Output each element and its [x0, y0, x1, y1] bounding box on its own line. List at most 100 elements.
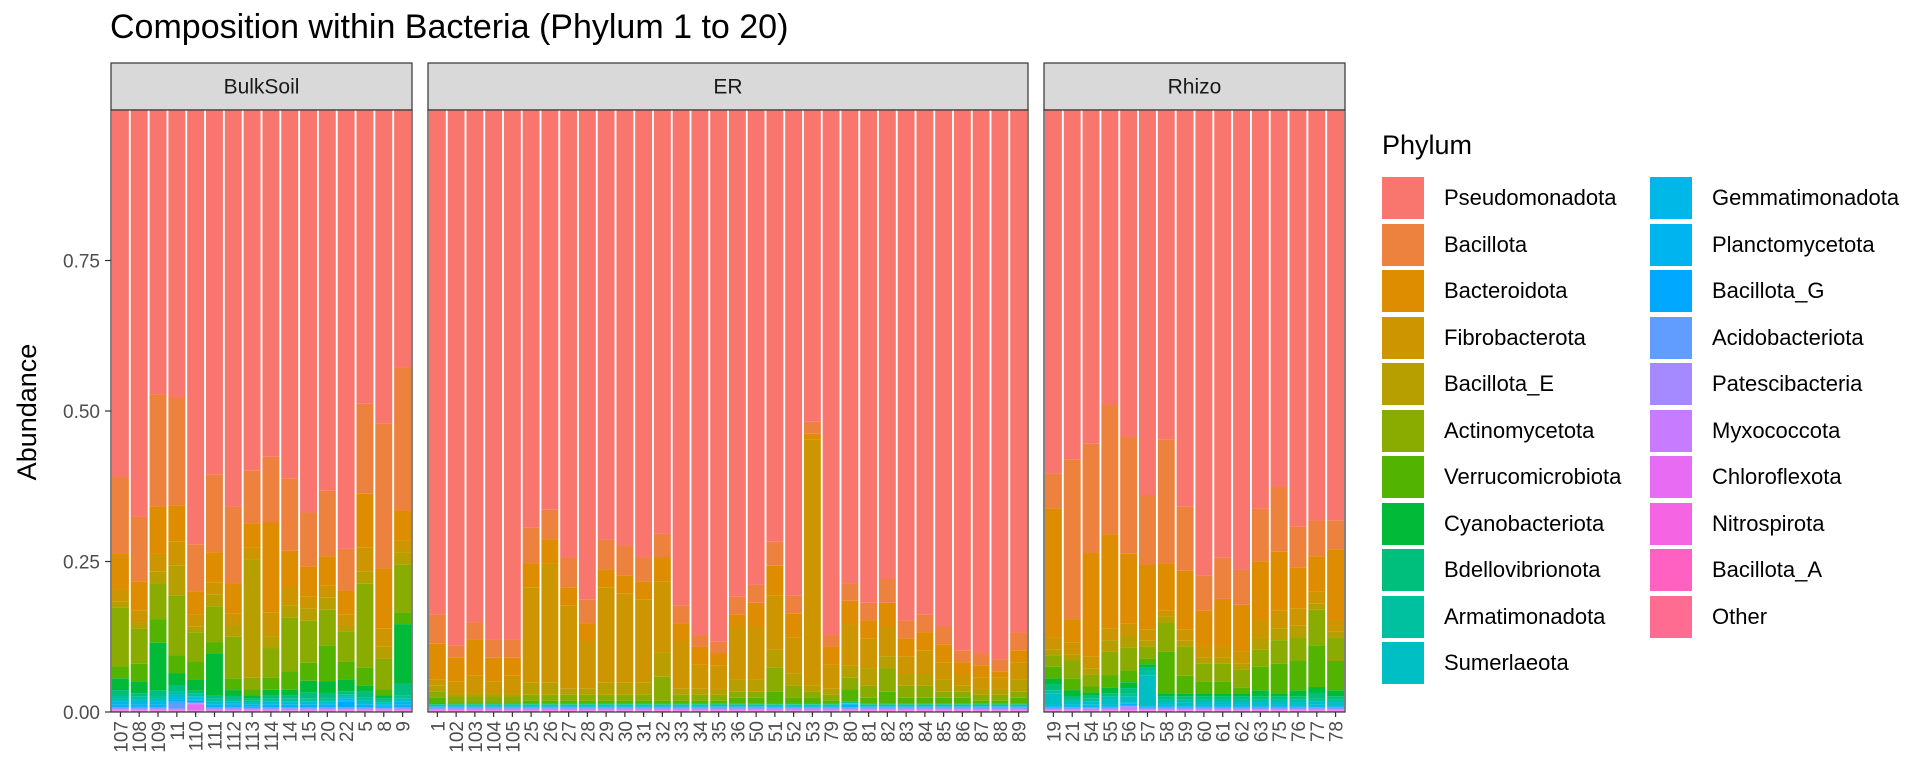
bar-segment-bacillota — [1327, 520, 1345, 550]
bar-segment-cyanobacteriota — [1308, 687, 1326, 693]
bar-segment-sumerlaeota — [766, 705, 784, 706]
bar-segment-myxococcota — [187, 703, 205, 705]
bar-segment-bacteroidota — [822, 646, 840, 665]
bar-segment-patescibacteria — [672, 708, 690, 710]
bar-rhizo-21 — [1063, 110, 1081, 712]
bar-segment-bacillota_e — [597, 682, 615, 695]
bar-segment-bdellovibrionota — [356, 691, 374, 698]
bar-er-103 — [466, 110, 484, 712]
bar-segment-actinomycetota — [766, 667, 784, 692]
bar-segment-sumerlaeota — [1327, 702, 1345, 705]
bar-segment-planctomycetota — [972, 706, 990, 708]
bar-segment-bacillota — [597, 539, 615, 570]
bar-segment-pseudomonadota — [653, 110, 671, 534]
x-tick-label: 86 — [953, 721, 974, 742]
bar-segment-nitrospirota — [785, 710, 803, 711]
bar-segment-fibrobacterota — [206, 582, 223, 595]
bar-segment-fibrobacterota — [785, 637, 803, 674]
bar-segment-nitrospirota — [710, 710, 728, 711]
bar-segment-myxococcota — [428, 709, 446, 710]
bar-segment-bacillota — [1251, 508, 1269, 562]
bar-segment-cyanobacteriota — [485, 703, 503, 705]
bar-segment-myxococcota — [243, 709, 261, 710]
bar-segment-bdellovibrionota — [972, 704, 990, 705]
bar-segment-bacillota_a — [447, 710, 465, 712]
bar-segment-actinomycetota — [224, 636, 242, 679]
bar-segment-acidobacteriota — [897, 707, 915, 709]
bar-segment-planctomycetota — [1214, 706, 1232, 708]
bar-er-36 — [728, 110, 746, 712]
bar-segment-pseudomonadota — [803, 110, 821, 422]
bar-segment-gemmatimonadota — [1327, 704, 1345, 707]
bar-segment-pseudomonadota — [503, 110, 521, 640]
bar-segment-armatimonadota — [1082, 698, 1100, 702]
bar-segment-bacillota_e — [803, 685, 821, 692]
bar-segment-bdellovibrionota — [1120, 688, 1138, 694]
bar-segment-cyanobacteriota — [503, 703, 521, 705]
bar-segment-actinomycetota — [337, 631, 355, 662]
bar-segment-actinomycetota — [541, 694, 559, 701]
bar-segment-bacillota_a — [168, 710, 186, 712]
bar-segment-acidobacteriota — [466, 707, 484, 709]
bar-segment-acidobacteriota — [281, 707, 299, 709]
bar-segment-sumerlaeota — [747, 705, 765, 707]
bar-segment-planctomycetota — [318, 704, 336, 707]
bar-segment-acidobacteriota — [766, 707, 784, 709]
bar-segment-actinomycetota — [1044, 655, 1062, 667]
bar-segment-gemmatimonadota — [1101, 704, 1119, 707]
bar-segment-chloroflexota — [428, 709, 446, 711]
bar-segment-fibrobacterota — [841, 624, 859, 666]
bar-segment-bacillota — [916, 614, 934, 633]
bar-segment-verrucomicrobiota — [485, 702, 503, 704]
bar-segment-cyanobacteriota — [375, 695, 393, 699]
legend-item-bacillota_e: Bacillota_E — [1382, 363, 1554, 405]
bar-segment-verrucomicrobiota — [262, 677, 280, 690]
bar-segment-armatimonadota — [1101, 696, 1119, 700]
bar-segment-armatimonadota — [1044, 690, 1062, 694]
bar-segment-sumerlaeota — [1139, 675, 1156, 705]
bar-segment-patescibacteria — [1120, 706, 1138, 708]
bar-er-50 — [747, 110, 765, 712]
bar-segment-bacillota — [111, 477, 129, 554]
bar-segment-patescibacteria — [1157, 708, 1175, 710]
bar-segment-bacillota — [1082, 443, 1100, 553]
y-axis: 0.00 0.25 0.50 0.75 — [63, 252, 111, 724]
bar-segment-bdellovibrionota — [822, 704, 840, 705]
bar-segment-planctomycetota — [1157, 706, 1175, 708]
bar-segment-bacillota_g — [503, 707, 521, 708]
bar-segment-verrucomicrobiota — [1139, 658, 1156, 665]
bar-segment-fibrobacterota — [337, 614, 355, 626]
facet-strip — [110, 62, 413, 111]
bar-segment-bacillota_g — [635, 707, 653, 708]
bar-er-32 — [653, 110, 671, 712]
bar-bulksoil-111 — [206, 110, 223, 712]
bar-segment-bacillota_a — [541, 710, 559, 712]
bar-segment-bacillota_e — [1214, 657, 1232, 664]
bar-segment-bacteroidota — [503, 657, 521, 676]
bar-segment-fibrobacterota — [485, 681, 503, 694]
legend-label: Bacillota_A — [1712, 557, 1823, 582]
bar-segment-cyanobacteriota — [187, 679, 205, 691]
legend-item-bdellovibrionota: Bdellovibrionota — [1382, 549, 1601, 591]
bar-segment-myxococcota — [991, 709, 1009, 710]
bar-er-30 — [616, 110, 634, 712]
bar-bulksoil-113 — [243, 110, 261, 712]
bar-segment-myxococcota — [224, 709, 242, 710]
bar-segment-acidobacteriota — [841, 707, 859, 709]
bar-segment-nitrospirota — [841, 710, 859, 711]
bar-segment-cyanobacteriota — [935, 703, 953, 705]
bar-segment-bacillota — [1010, 632, 1028, 651]
bar-segment-planctomycetota — [728, 706, 746, 708]
bar-segment-bacillota_a — [841, 710, 859, 712]
bar-segment-bacillota_e — [262, 636, 280, 649]
bar-segment-acidobacteriota — [206, 707, 223, 709]
bar-segment-gemmatimonadota — [1270, 704, 1288, 707]
bar-segment-bacillota — [803, 421, 821, 434]
bar-bulksoil-107 — [111, 110, 129, 712]
bar-segment-patescibacteria — [841, 708, 859, 710]
bar-segment-pseudomonadota — [691, 110, 709, 636]
bar-segment-planctomycetota — [860, 706, 878, 708]
panel-border — [1043, 109, 1346, 713]
bar-segment-bacillota_e — [1044, 649, 1062, 656]
bar-segment-bacillota — [653, 533, 671, 558]
